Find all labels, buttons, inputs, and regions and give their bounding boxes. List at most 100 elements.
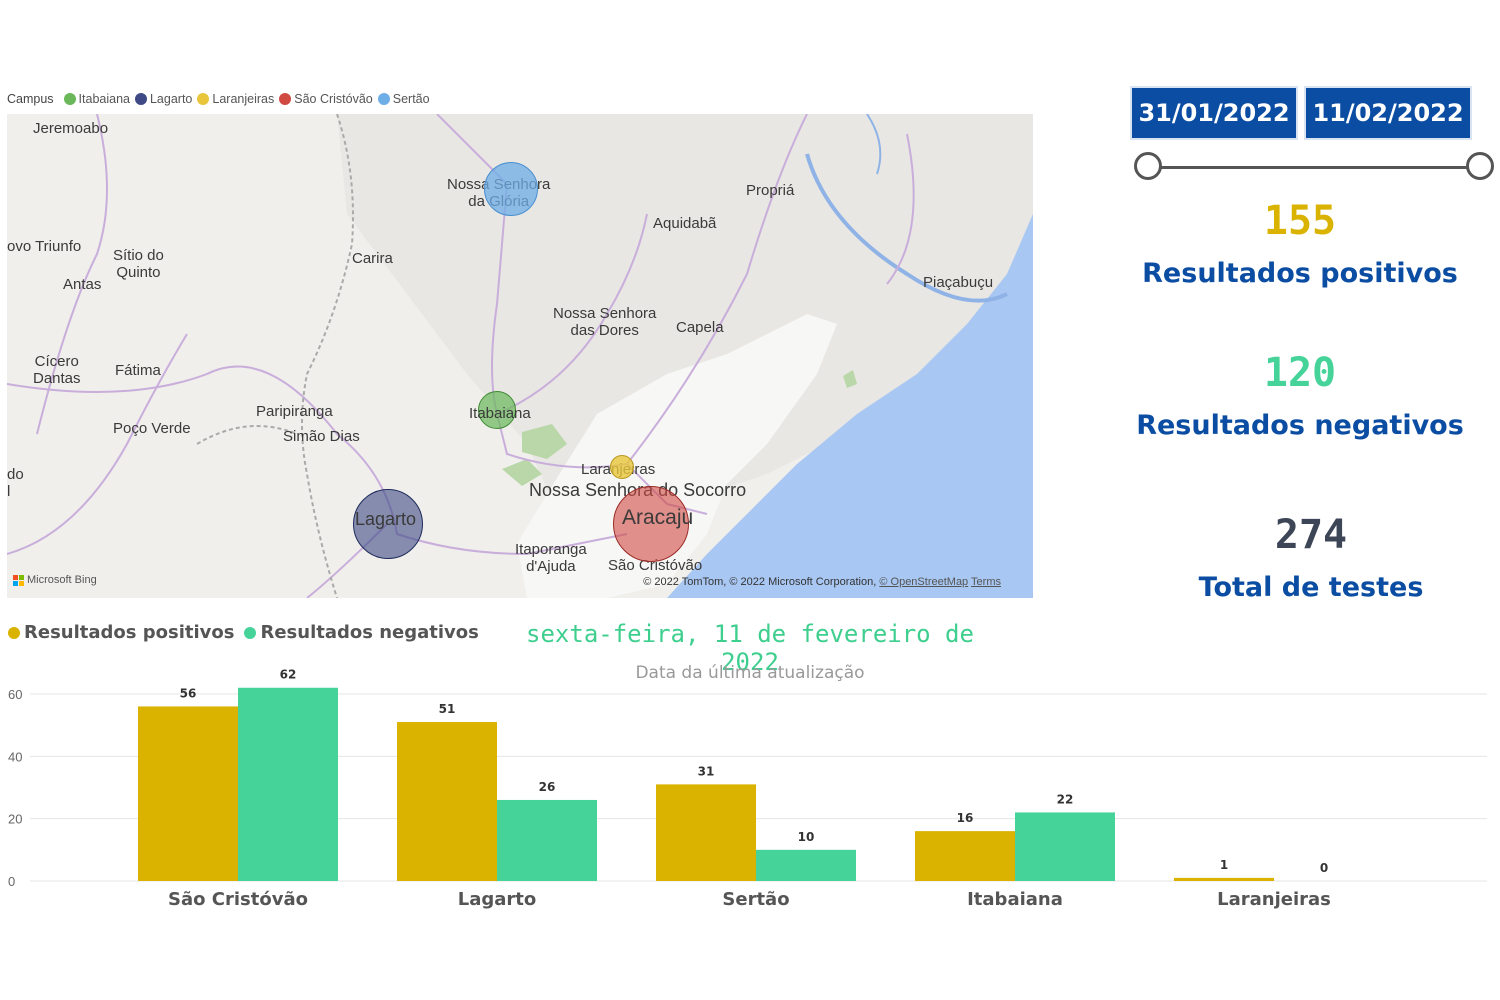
y-tick-label: 60 — [8, 687, 22, 702]
legend-dot-sao-cristovao — [279, 93, 292, 105]
bubble-lagarto[interactable] — [353, 489, 423, 559]
data-label: 0 — [1320, 861, 1328, 875]
bar-positive[interactable] — [397, 722, 497, 881]
date-slider-start-handle[interactable] — [1134, 152, 1162, 180]
x-category-label: São Cristóvão — [168, 889, 308, 910]
kpi-total-value: 274 — [1274, 512, 1348, 558]
legend-label-negativos: Resultados negativos — [260, 622, 479, 643]
date-start-input[interactable]: 31/01/2022 — [1130, 86, 1298, 140]
date-slider-track[interactable] — [1149, 166, 1479, 169]
bar-negative[interactable] — [1015, 812, 1115, 881]
place-sitio-do-quinto: Sítio do Quinto — [113, 247, 164, 281]
legend-item-itabaiana[interactable]: Itabaiana — [63, 92, 130, 106]
legend-item-sertao[interactable]: Sertão — [377, 92, 430, 106]
kpi-total-label: Total de testes — [1198, 572, 1424, 603]
place-edge-do: do — [7, 466, 24, 483]
data-label: 31 — [698, 764, 715, 778]
openstreetmap-link[interactable]: © OpenStreetMap — [879, 576, 969, 588]
place-sao-cristovao: São Cristóvão — [608, 557, 703, 574]
x-category-label: Laranjeiras — [1217, 889, 1331, 910]
legend-item-sao-cristovao[interactable]: São Cristóvão — [279, 92, 373, 106]
legend-label-lagarto: Lagarto — [149, 92, 193, 106]
last-update-date: sexta-feira, 11 de fevereiro de 2022 — [526, 620, 974, 676]
y-tick-label: 40 — [8, 749, 22, 764]
place-cicero-dantas: Cícero Dantas — [33, 353, 81, 387]
chart-legend: Resultados positivos Resultados negativo… — [8, 622, 489, 643]
bing-squares-icon — [13, 574, 24, 586]
data-label: 51 — [439, 702, 456, 716]
x-category-label: Sertão — [722, 889, 789, 910]
microsoft-bing-logo: Microsoft Bing — [13, 574, 97, 586]
bubble-laranjeiras[interactable] — [610, 455, 634, 479]
place-novo-triunfo: ovo Triunfo — [7, 238, 82, 255]
bar-negative[interactable] — [756, 849, 856, 881]
bubble-itabaiana[interactable] — [478, 391, 516, 429]
legend-dot-positivos — [8, 626, 20, 639]
place-capela: Capela — [676, 319, 724, 336]
place-nossa-senhora-dores: Nossa Senhora das Dores — [553, 305, 657, 339]
place-antas: Antas — [63, 276, 102, 293]
legend-label-sao-cristovao: São Cristóvão — [294, 92, 373, 106]
place-edge-l: l — [7, 483, 11, 500]
kpi-positive-label: Resultados positivos — [1142, 258, 1458, 289]
bar-negative[interactable] — [497, 799, 597, 881]
legend-item-laranjeiras[interactable]: Laranjeiras — [197, 92, 274, 106]
date-slider-end-handle[interactable] — [1466, 152, 1494, 180]
place-propria: Propriá — [746, 182, 795, 199]
x-category-label: Itabaiana — [967, 889, 1063, 910]
bar-positive[interactable] — [1174, 877, 1274, 881]
place-itaporanga: Itaporanga d'Ajuda — [515, 541, 587, 575]
bubble-sao-cristovao[interactable] — [613, 486, 689, 562]
bar-positive[interactable] — [656, 784, 756, 881]
place-paripiranga: Paripiranga — [256, 403, 333, 420]
data-label: 16 — [957, 811, 974, 825]
copyright-text: © 2022 TomTom, © 2022 Microsoft Corporat… — [643, 576, 877, 588]
place-aquidaba: Aquidabã — [653, 215, 717, 232]
place-jeremoabo: Jeremoabo — [33, 120, 109, 137]
y-tick-label: 20 — [8, 812, 22, 827]
last-update-label: Data da última atualização — [635, 663, 865, 683]
y-tick-label: 0 — [8, 874, 15, 889]
data-label: 22 — [1057, 792, 1074, 806]
bar-negative[interactable] — [238, 687, 338, 881]
terms-link[interactable]: Terms — [971, 576, 1001, 588]
legend-label-itabaiana: Itabaiana — [78, 92, 130, 106]
place-simao-dias: Simão Dias — [283, 428, 360, 445]
data-label: 26 — [539, 780, 556, 794]
legend-dot-itabaiana — [63, 93, 76, 105]
legend-dot-laranjeiras — [197, 93, 210, 105]
place-piacabucu: Piaçabuçu — [923, 274, 994, 291]
legend-dot-sertao — [377, 93, 390, 105]
campus-map[interactable]: Jeremoabo Nossa Senhora da Glória Propri… — [7, 114, 1033, 598]
place-carira: Carira — [352, 250, 393, 267]
kpi-negative-label: Resultados negativos — [1136, 410, 1464, 441]
legend-item-positivos[interactable]: Resultados positivos — [8, 622, 234, 643]
legend-item-negativos[interactable]: Resultados negativos — [244, 622, 479, 643]
legend-item-lagarto[interactable]: Lagarto — [134, 92, 193, 106]
data-label: 1 — [1220, 858, 1228, 872]
map-copyright: © 2022 TomTom, © 2022 Microsoft Corporat… — [643, 576, 1001, 588]
place-lagarto: Lagarto — [355, 509, 417, 529]
legend-label-positivos: Resultados positivos — [24, 622, 235, 643]
data-label: 10 — [798, 830, 815, 844]
map-background — [7, 114, 1033, 598]
place-aracaju: Aracaju — [622, 506, 694, 529]
map-legend: Campus Itabaiana Lagarto Laranjeiras São… — [7, 90, 435, 108]
place-poco-verde: Poço Verde — [113, 420, 191, 437]
kpi-negative-value: 120 — [1263, 350, 1337, 396]
bar-positive[interactable] — [138, 706, 238, 881]
legend-dot-lagarto — [134, 93, 147, 105]
data-label: 56 — [180, 686, 197, 700]
place-fatima: Fátima — [115, 362, 161, 379]
legend-label-sertao: Sertão — [392, 92, 430, 106]
bubble-sertao[interactable] — [484, 162, 538, 216]
bar-positive[interactable] — [915, 831, 1015, 881]
date-end-input[interactable]: 11/02/2022 — [1304, 86, 1472, 140]
bing-label: Microsoft Bing — [27, 574, 97, 586]
x-category-label: Lagarto — [458, 889, 537, 910]
kpi-positive-value: 155 — [1263, 198, 1337, 244]
map-legend-title: Campus — [7, 92, 54, 106]
legend-label-laranjeiras: Laranjeiras — [212, 92, 275, 106]
data-label: 62 — [280, 668, 297, 682]
